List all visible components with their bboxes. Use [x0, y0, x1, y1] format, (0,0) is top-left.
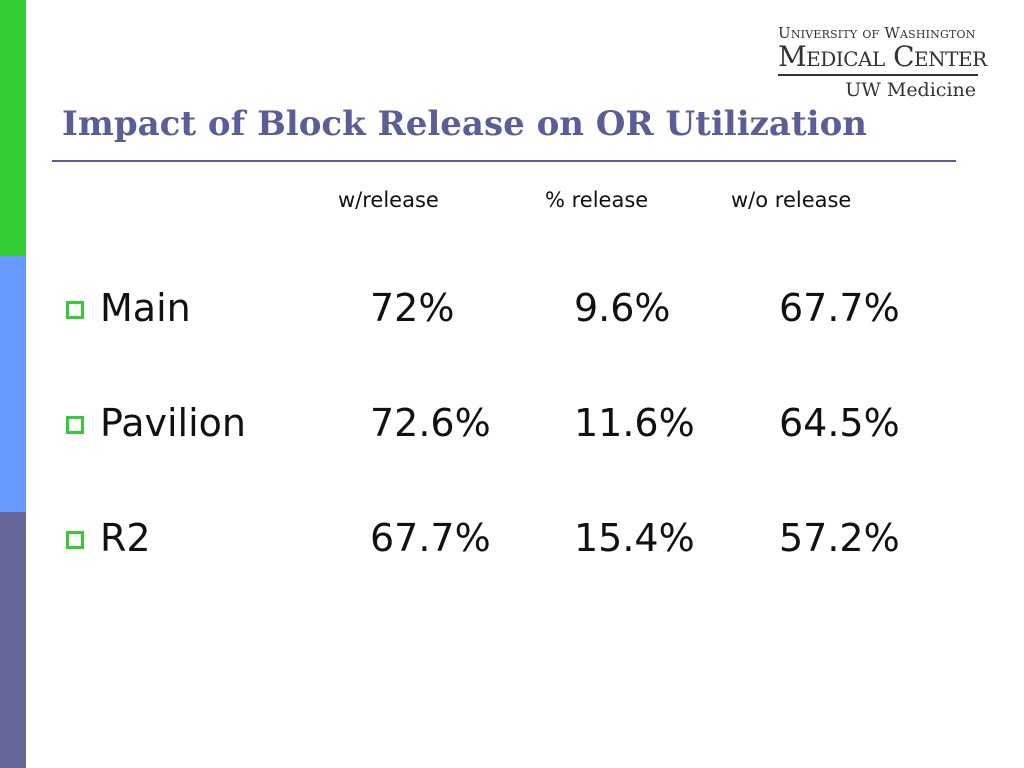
cell-without-release: 67.7% [779, 286, 900, 330]
row-label: R2 [100, 516, 151, 560]
cell-with-release: 67.7% [370, 516, 491, 560]
column-header-with-release: w/release [338, 188, 439, 212]
cell-with-release: 72% [370, 286, 455, 330]
logo-medical-center-text: Medical Center [778, 40, 987, 73]
side-strip-green [0, 0, 26, 256]
side-strip-slate [0, 512, 26, 768]
row-label: Pavilion [100, 401, 246, 445]
logo-divider [778, 74, 978, 76]
side-strip-blue [0, 256, 26, 512]
square-bullet-icon [66, 301, 84, 319]
column-header-percent-release: % release [545, 188, 649, 212]
table-row-r2: R2 67.7% 15.4% 57.2% [64, 514, 964, 562]
table-row-main: Main 72% 9.6% 67.7% [64, 284, 964, 332]
uw-medical-center-logo: University of Washington Medical Center … [778, 24, 987, 101]
column-header-without-release: w/o release [731, 188, 852, 212]
square-bullet-icon [66, 416, 84, 434]
cell-percent-release: 15.4% [574, 516, 695, 560]
slide-title: Impact of Block Release on OR Utilizatio… [62, 104, 867, 144]
cell-percent-release: 11.6% [574, 401, 695, 445]
square-bullet-icon [66, 531, 84, 549]
cell-without-release: 57.2% [779, 516, 900, 560]
table-row-pavilion: Pavilion 72.6% 11.6% 64.5% [64, 399, 964, 447]
title-underline [52, 160, 956, 162]
cell-with-release: 72.6% [370, 401, 491, 445]
logo-university-text: University of Washington [778, 24, 976, 42]
cell-percent-release: 9.6% [574, 286, 671, 330]
cell-without-release: 64.5% [779, 401, 900, 445]
logo-uw-medicine-text: UW Medicine [845, 79, 976, 101]
row-label: Main [100, 286, 191, 330]
